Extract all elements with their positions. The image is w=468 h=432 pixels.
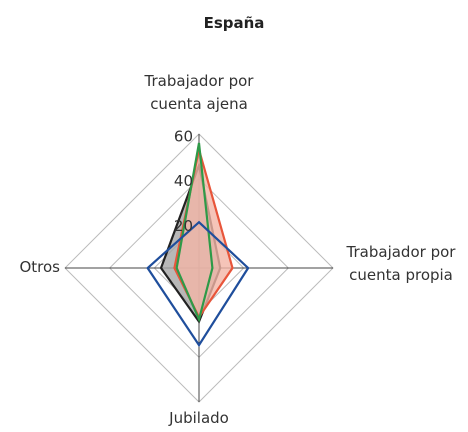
category-label: Otros (19, 258, 60, 276)
chart-title: España (203, 14, 265, 32)
category-label: Jubilado (169, 409, 229, 427)
tick-label: 60 (174, 128, 193, 146)
tick-label: 20 (174, 217, 193, 235)
tick-label: 40 (174, 172, 193, 190)
category-label: Trabajador por cuenta ajena (144, 72, 254, 113)
series-area (175, 142, 214, 323)
category-label: Trabajador por cuenta propia (346, 243, 456, 284)
series-area (146, 220, 250, 348)
